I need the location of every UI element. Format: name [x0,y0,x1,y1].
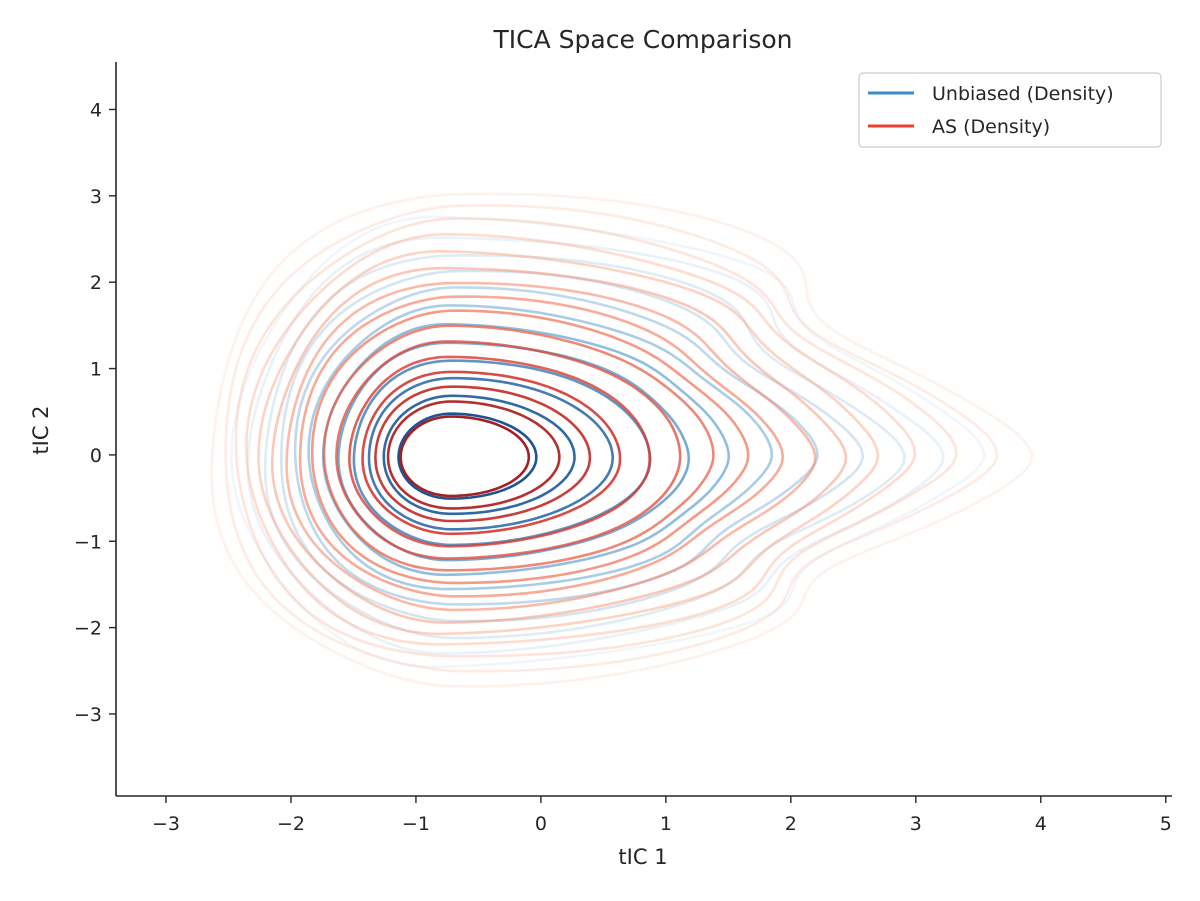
y-tick-label: 0 [90,445,102,467]
y-tick-label: 4 [90,99,102,121]
y-tick-label: −1 [74,531,102,553]
legend-label-as: AS (Density) [932,116,1050,138]
as-contour-level-7 [322,324,715,572]
legend-label-unbiased: Unbiased (Density) [932,83,1114,105]
as-contour-level-8 [310,309,750,585]
as-contour-level-12 [257,249,880,636]
unbiased-contour-level-11 [246,236,945,655]
x-axis-ticks: −3 −2 −1 0 1 2 3 4 5 [152,796,1172,835]
y-tick-label: −3 [74,704,102,726]
as-contour-level-15 [224,204,999,673]
y-axis-label: tIC 2 [29,405,53,454]
unbiased-contour-level-2 [382,394,576,516]
x-tick-label: −2 [277,813,305,835]
x-tick-label: 3 [910,813,922,835]
x-tick-label: −1 [402,813,430,835]
as-contour-level-6 [335,340,682,560]
as-contour-level-9 [298,295,785,598]
y-tick-label: −2 [74,618,102,640]
as-contour-level-1 [399,415,531,498]
y-tick-label: 3 [90,186,102,208]
unbiased-contour-level-9 [280,269,865,623]
x-axis-label: tIC 1 [618,845,667,869]
x-tick-label: 2 [785,813,797,835]
as-contour-level-10 [285,281,817,612]
y-tick-label: 2 [90,272,102,294]
x-tick-label: 0 [535,813,547,835]
unbiased-contour-level-7 [307,304,774,591]
x-tick-label: 1 [660,813,672,835]
unbiased-contour-level-1 [397,412,538,500]
x-tick-label: 5 [1160,813,1172,835]
x-tick-label: −3 [152,813,180,835]
x-tick-label: 4 [1035,813,1047,835]
y-tick-label: 1 [90,359,102,381]
as-contour-level-14 [234,217,958,658]
as-contour-level-13 [245,232,917,646]
unbiased-contour-level-3 [367,376,615,531]
as-contour-level-11 [270,266,848,624]
legend-box [858,72,1162,148]
chart-title: TICA Space Comparison [493,25,793,54]
unbiased-contour-level-12 [230,215,986,669]
as-density-contours [210,192,1034,688]
as-contour-level-4 [361,370,622,536]
as-contour-level-3 [374,385,592,523]
as-contour-level-5 [348,355,651,548]
as-contour-level-2 [386,400,561,510]
y-axis-ticks: −3 −2 −1 0 1 2 3 4 [74,99,116,726]
plot-area [210,192,1034,688]
as-contour-level-16 [210,192,1034,688]
legend: Unbiased (Density) AS (Density) [858,72,1162,148]
unbiased-contour-level-10 [263,253,907,640]
